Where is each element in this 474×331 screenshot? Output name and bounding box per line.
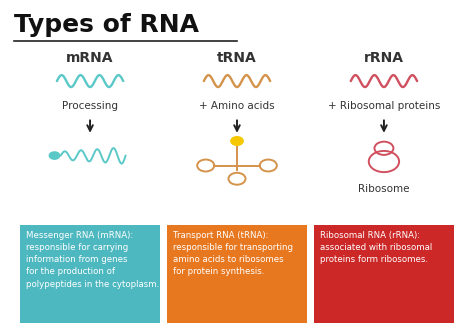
Text: tRNA: tRNA	[217, 51, 257, 65]
Text: rRNA: rRNA	[364, 51, 404, 65]
Circle shape	[49, 152, 60, 159]
FancyBboxPatch shape	[20, 225, 160, 323]
Text: Types of RNA: Types of RNA	[14, 13, 199, 37]
Text: + Amino acids: + Amino acids	[199, 101, 275, 111]
Text: Messenger RNA (mRNA):
responsible for carrying
information from genes
for the pr: Messenger RNA (mRNA): responsible for ca…	[26, 231, 159, 289]
Circle shape	[231, 137, 243, 145]
Text: Transport RNA (tRNA):
responsible for transporting
amino acids to ribosomes
for : Transport RNA (tRNA): responsible for tr…	[173, 231, 293, 276]
Text: Ribosomal RNA (rRNA):
associated with ribosomal
proteins form ribosomes.: Ribosomal RNA (rRNA): associated with ri…	[319, 231, 432, 264]
Text: + Ribosomal proteins: + Ribosomal proteins	[328, 101, 440, 111]
Text: Ribosome: Ribosome	[358, 184, 410, 194]
Text: Processing: Processing	[62, 101, 118, 111]
Text: mRNA: mRNA	[66, 51, 114, 65]
FancyBboxPatch shape	[167, 225, 307, 323]
FancyBboxPatch shape	[314, 225, 454, 323]
